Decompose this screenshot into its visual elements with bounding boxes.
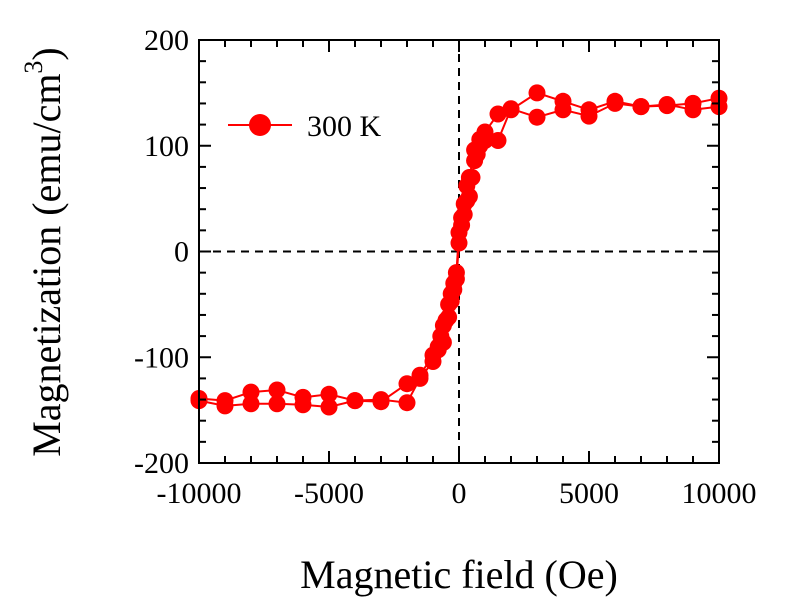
y-axis-title-close: ) (24, 47, 69, 60)
data-point (372, 391, 390, 409)
data-point (434, 333, 452, 351)
data-point (684, 101, 702, 119)
data-point (447, 270, 465, 288)
x-axis-title: Magnetic field (Oe) (300, 552, 618, 597)
data-point (320, 385, 338, 403)
x-tick-label: -5000 (294, 477, 364, 510)
data-point (580, 107, 598, 125)
data-point (450, 234, 468, 252)
data-point (632, 98, 650, 116)
x-tick-label: -10000 (157, 477, 242, 510)
data-point (502, 100, 520, 118)
data-point (606, 94, 624, 112)
y-tick-label: -100 (134, 341, 189, 374)
data-point (320, 398, 338, 416)
x-tick-label: 10000 (682, 477, 757, 510)
data-point (294, 396, 312, 414)
axes-layer: -10000 -5000 0 5000 10000 -200 -100 0 100 200 (134, 24, 757, 510)
plot-layer (190, 40, 728, 463)
y-tick-label: 100 (144, 130, 189, 163)
x-tick-label: 5000 (559, 477, 619, 510)
legend-label-300k: 300 K (307, 110, 382, 143)
data-point (411, 369, 429, 387)
data-point (460, 188, 478, 205)
y-tick-label: -200 (134, 447, 189, 480)
y-axis-title-main: Magnetization (emu/cm (24, 74, 69, 457)
data-point (216, 397, 234, 415)
data-point (346, 392, 364, 410)
data-point (489, 105, 507, 123)
data-point (658, 96, 676, 113)
legend-marker (249, 114, 271, 136)
y-axis-title-superscript: 3 (19, 61, 48, 74)
data-point (528, 108, 546, 126)
data-point (440, 308, 458, 326)
y-tick-label: 0 (174, 236, 189, 269)
data-point (242, 395, 260, 413)
y-tick-label: 200 (144, 24, 189, 57)
data-point (398, 394, 416, 412)
data-point (463, 169, 481, 186)
data-point (476, 132, 494, 149)
series-1-line (198, 102, 720, 409)
x-tick-label: 0 (452, 477, 467, 510)
y-axis-title-group: Magnetization (emu/cm3) (19, 47, 69, 457)
data-point (268, 395, 286, 413)
data-point (528, 84, 546, 102)
data-point (554, 101, 572, 119)
data-point (398, 375, 416, 393)
legend: 300 K (228, 110, 382, 143)
data-point (489, 132, 507, 149)
y-axis-title: Magnetization (emu/cm3) (19, 47, 69, 457)
data-point (455, 206, 473, 223)
data-point (242, 383, 260, 401)
data-point (268, 381, 286, 399)
